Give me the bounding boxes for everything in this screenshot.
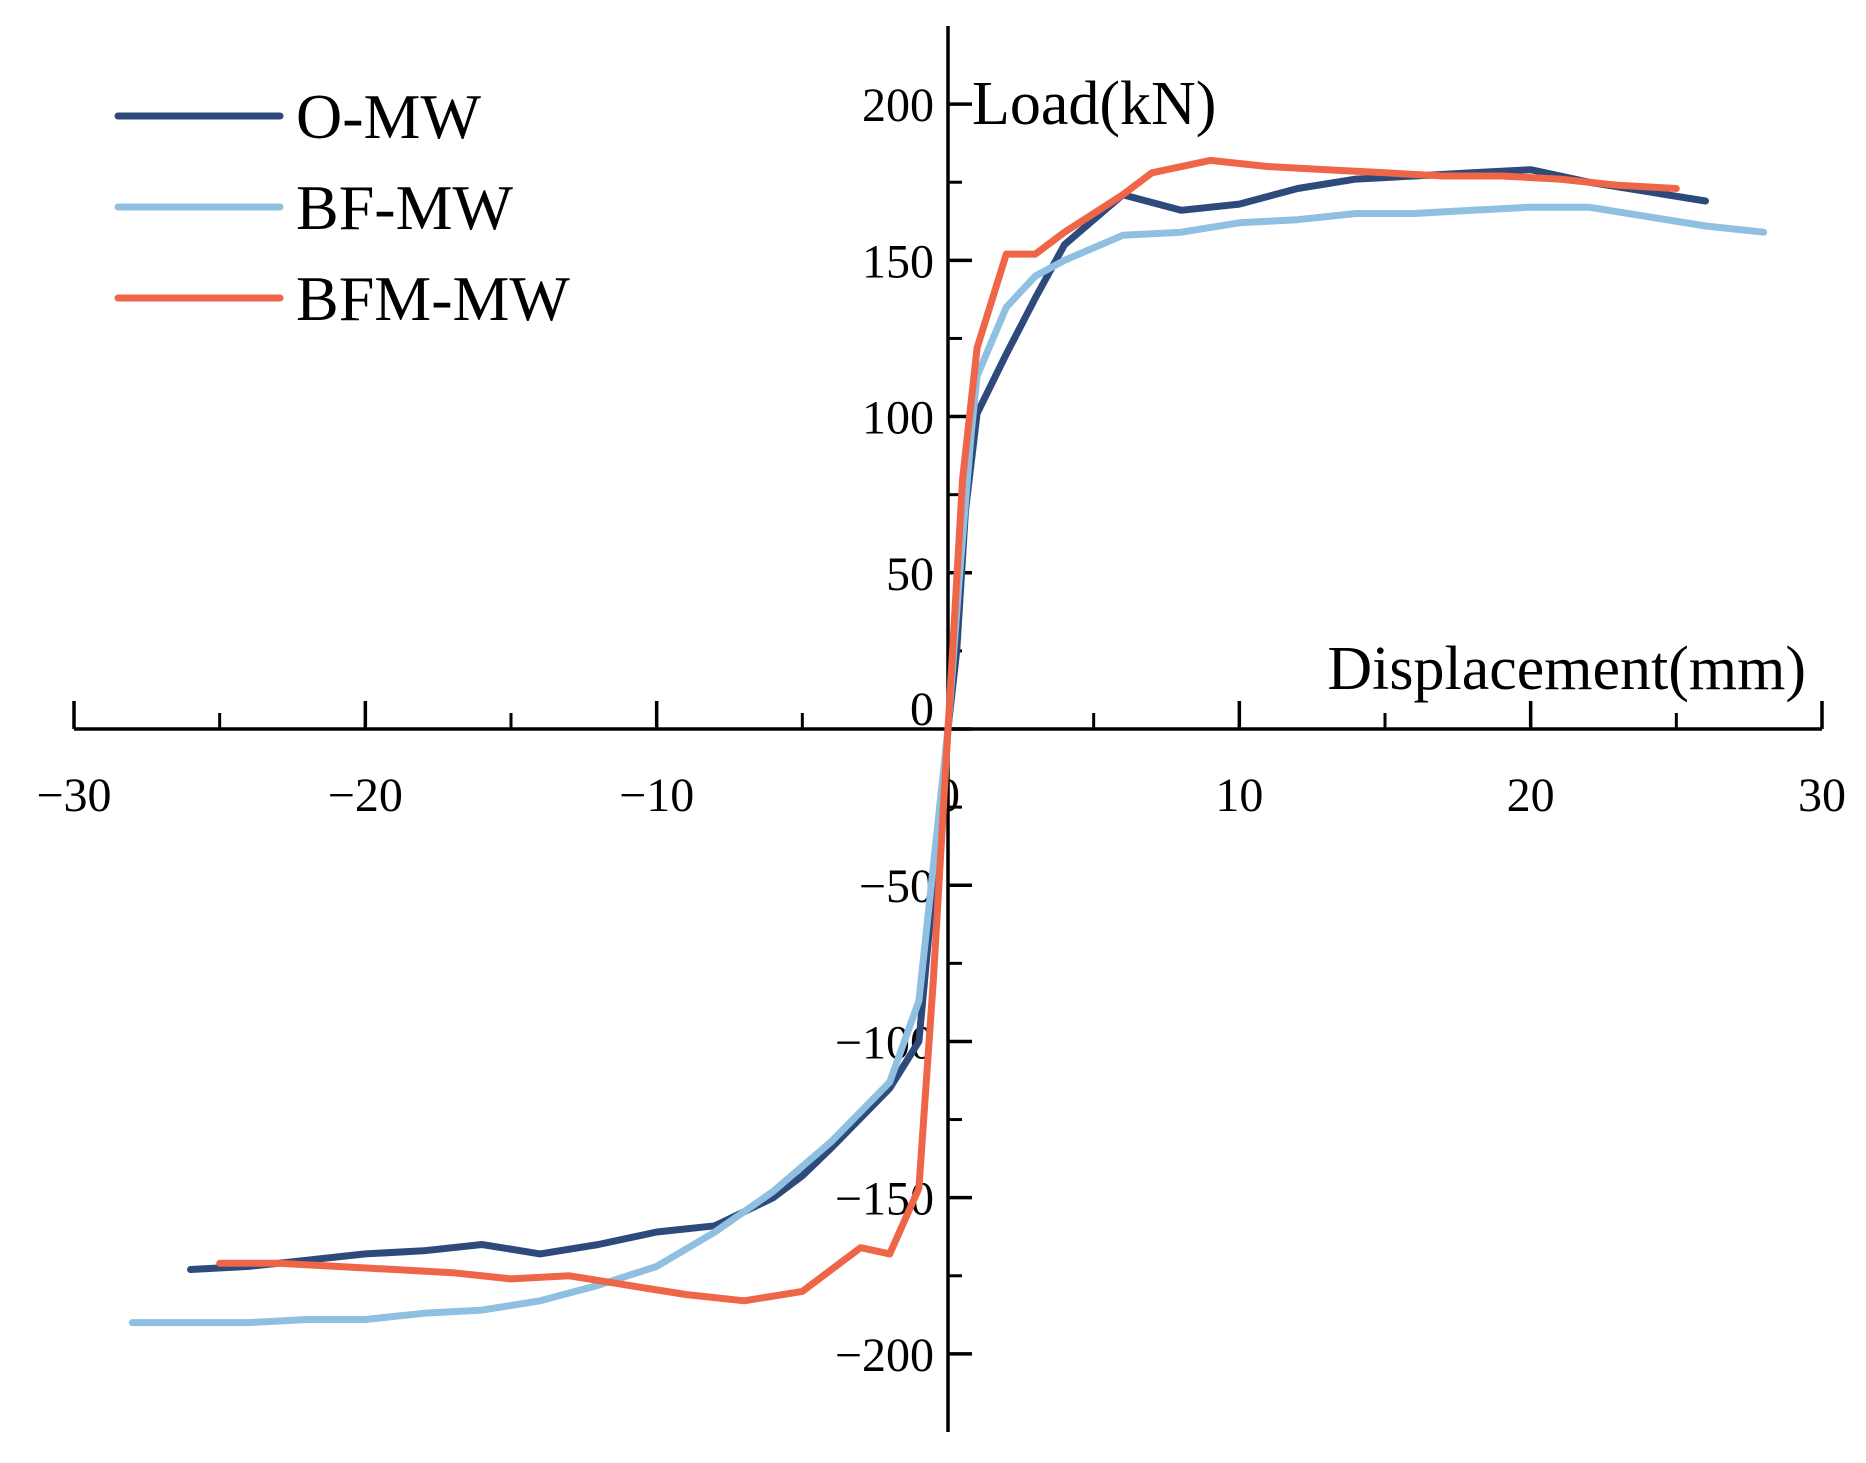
series-line-bfm-mw (216, 156, 1680, 1305)
x-tick-label: −30 (36, 769, 111, 822)
legend-label-bfm-mw: BFM-MW (296, 263, 570, 334)
legend: O-MW BF-MW BFM-MW (114, 81, 570, 334)
legend-label-bf-mw: BF-MW (296, 172, 514, 243)
y-tick-label: −50 (859, 860, 934, 913)
x-tick-label: 20 (1507, 769, 1555, 822)
x-tick-label: 30 (1798, 769, 1846, 822)
y-tick-label: 0 (910, 683, 934, 736)
y-tick-label: −200 (835, 1329, 934, 1382)
y-tick-label: 150 (862, 235, 934, 288)
y-axis-title: Load(kN) (972, 70, 1216, 138)
y-tick-label: 200 (862, 79, 934, 132)
axes: −30 −20 −10 0 10 20 30 −200−150−100−5005010015… (36, 26, 1846, 1432)
series-line-bf-mw (128, 203, 1768, 1327)
legend-label-o-mw: O-MW (296, 81, 481, 152)
y-tick-label: 100 (862, 392, 934, 445)
series-lines (128, 156, 1768, 1327)
x-tick-label: −10 (619, 769, 694, 822)
x-axis-title: Displacement(mm) (1327, 635, 1806, 703)
x-tick-label: 10 (1215, 769, 1263, 822)
x-tick-label: −20 (328, 769, 403, 822)
y-tick-label: 50 (886, 548, 934, 601)
